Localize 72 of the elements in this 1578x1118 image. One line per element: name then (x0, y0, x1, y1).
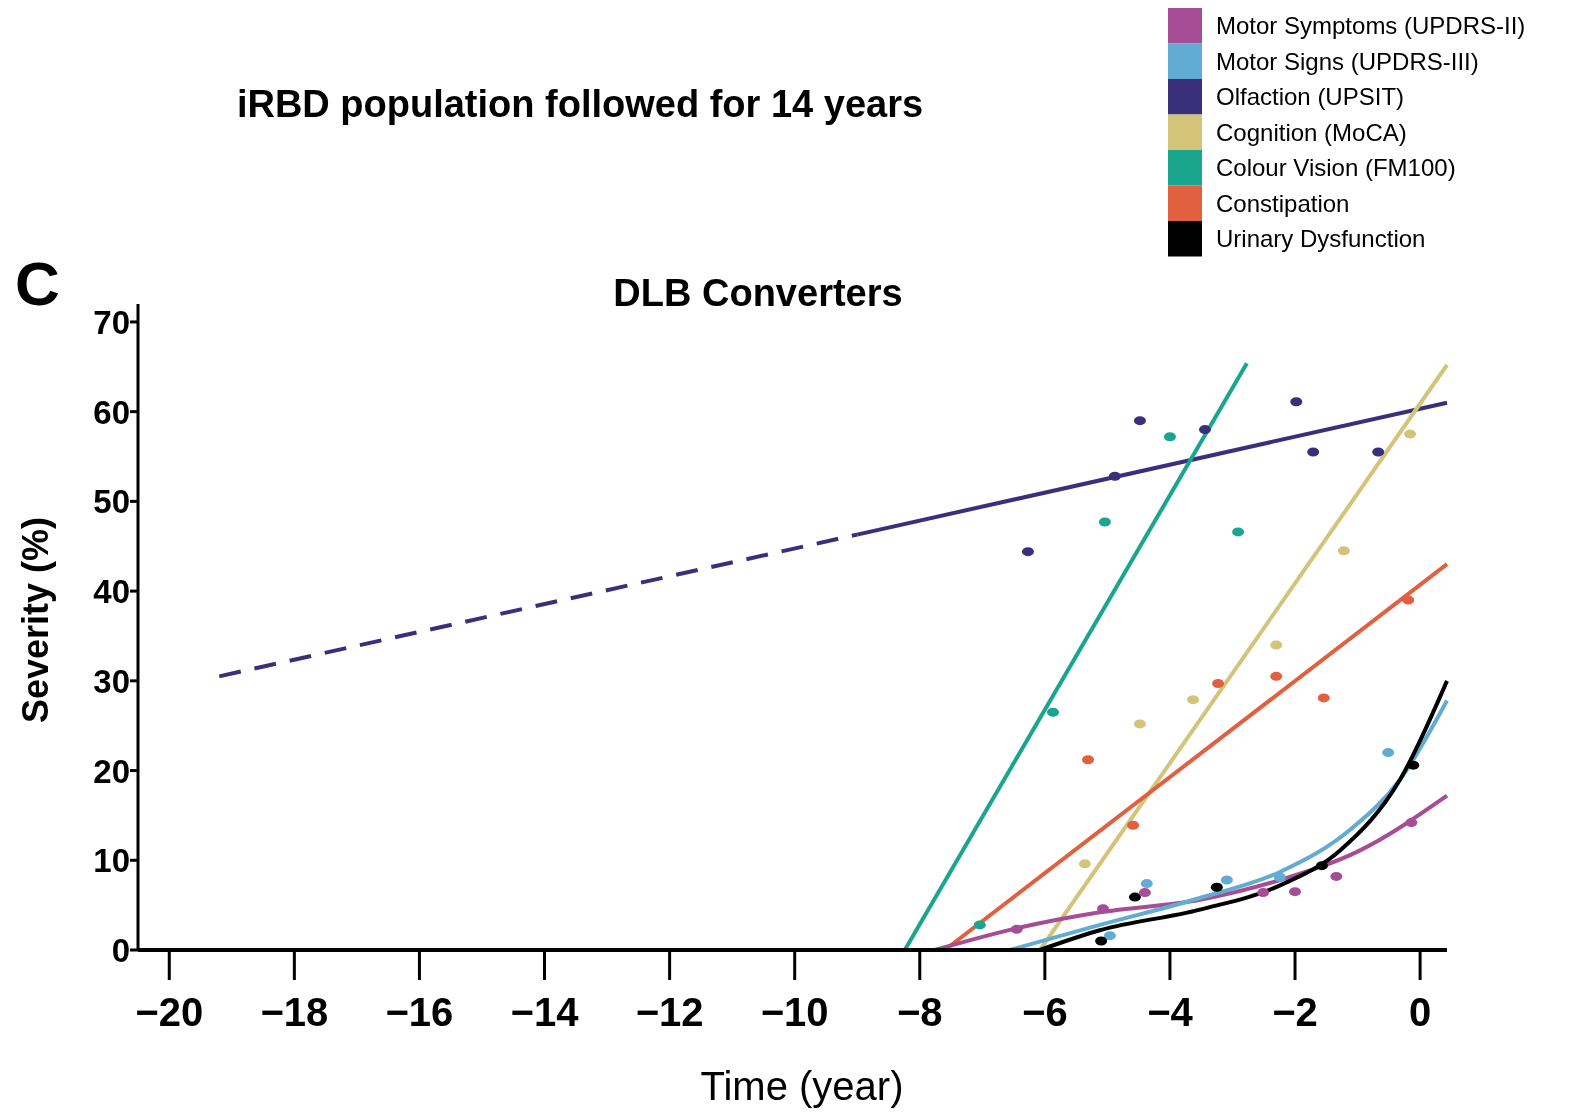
x-tick-label: −16 (385, 990, 454, 1034)
point (1407, 760, 1420, 770)
point (1133, 416, 1146, 426)
point (1212, 679, 1225, 689)
y-tick-label: 40 (93, 573, 130, 611)
point (1372, 447, 1385, 457)
y-tick-label: 20 (93, 752, 130, 790)
x-tick-label: −12 (635, 990, 704, 1034)
point (973, 920, 986, 930)
x-tick-label: −20 (135, 990, 204, 1034)
point (1404, 429, 1417, 439)
point (1140, 879, 1153, 889)
point (1290, 397, 1303, 407)
y-tick-label: 10 (93, 842, 130, 880)
point (1274, 872, 1287, 882)
point (1127, 820, 1140, 830)
point (1046, 707, 1059, 717)
point (1108, 471, 1121, 481)
text: C (15, 249, 60, 318)
point (1257, 888, 1270, 898)
y-tick-label: 50 (93, 483, 130, 521)
point (1402, 595, 1415, 605)
point (1010, 924, 1023, 934)
point (1210, 882, 1223, 892)
point (1198, 425, 1211, 435)
point (1021, 547, 1034, 557)
point (1330, 871, 1343, 881)
point (1138, 888, 1151, 898)
chart-subtitle: DLB Converters (613, 272, 903, 314)
point (1382, 748, 1395, 758)
y-tick-label: 60 (93, 393, 130, 431)
point (1220, 875, 1233, 885)
point (1098, 517, 1111, 527)
legend-label: Urinary Dysfunction (1216, 225, 1426, 252)
point (1163, 432, 1176, 442)
x-tick-label: −2 (1272, 990, 1318, 1034)
legend-label: Olfaction (UPSIT) (1216, 83, 1405, 110)
legend-label: Constipation (1216, 189, 1350, 217)
x-tick-label: 0 (1408, 990, 1432, 1034)
x-tick-label: −10 (760, 990, 829, 1034)
point (1187, 695, 1200, 705)
point (1133, 719, 1146, 729)
point (1103, 931, 1116, 941)
x-tick-label: −14 (510, 990, 580, 1034)
point (1307, 447, 1320, 457)
point (1095, 936, 1108, 946)
legend-label: Motor Symptoms (UPDRS-II) (1216, 12, 1526, 39)
x-tick-label: −18 (260, 990, 329, 1034)
x-tick-label: −8 (896, 990, 943, 1034)
point (1317, 693, 1330, 703)
point (1337, 546, 1350, 556)
point (1078, 859, 1091, 869)
x-tick-label: −4 (1147, 990, 1194, 1034)
x-axis-title: Time (year) (700, 1064, 904, 1108)
point (1315, 861, 1328, 871)
x-tick-label: −6 (1022, 990, 1068, 1034)
point (1270, 640, 1283, 650)
y-axis-title: Severity (%) (15, 516, 56, 724)
point (1128, 892, 1141, 902)
point (1405, 818, 1418, 828)
legend-label: Colour Vision (FM100) (1216, 154, 1456, 181)
legend-label: Motor Signs (UPDRS-III) (1216, 47, 1479, 75)
point (1082, 755, 1095, 765)
point (1289, 887, 1302, 897)
point (1097, 904, 1110, 914)
y-tick-label: 70 (93, 303, 130, 341)
y-tick-label: 0 (111, 932, 130, 969)
point (1232, 527, 1245, 537)
y-tick-label: 30 (93, 662, 130, 700)
legend-label: Cognition (MoCA) (1216, 118, 1407, 146)
chart-title: iRBD population followed for 14 years (236, 83, 924, 125)
point (1270, 671, 1283, 681)
